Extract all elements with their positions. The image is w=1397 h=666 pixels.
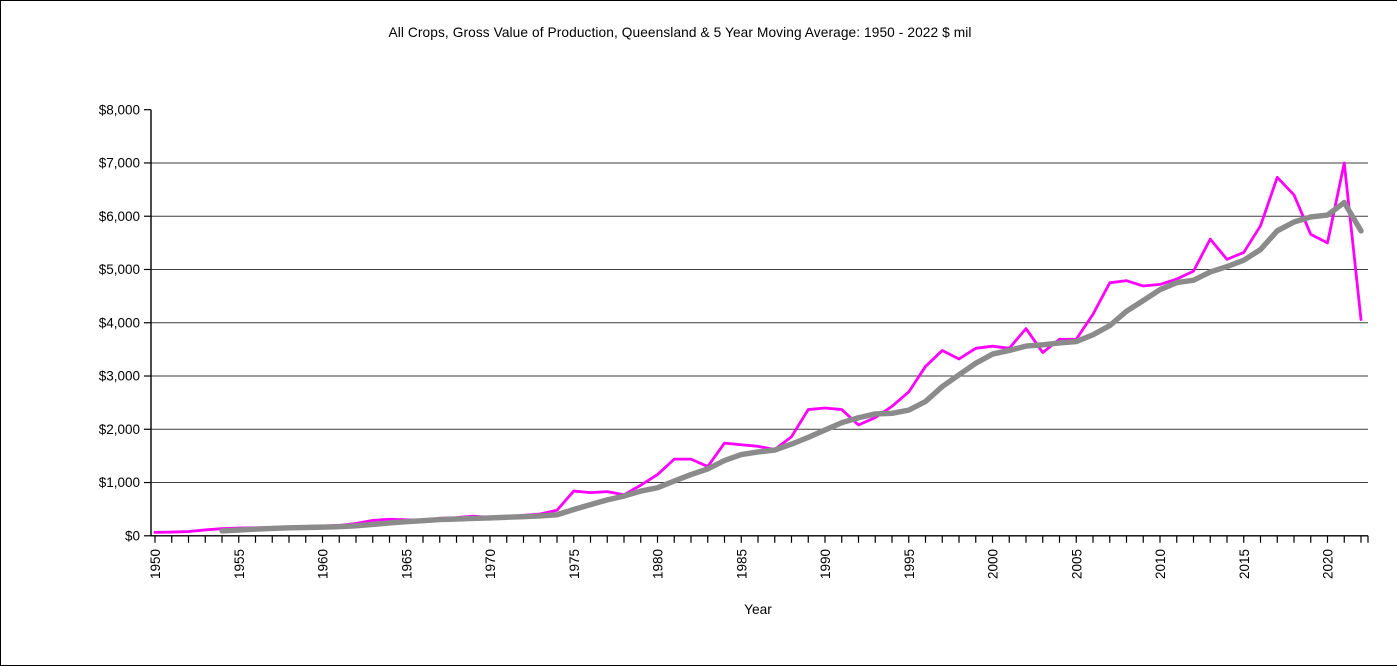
y-tick-label: $6,000: [99, 209, 140, 224]
x-tick-label: 1950: [148, 549, 163, 579]
y-tick-label: $5,000: [99, 262, 140, 277]
annual-series-line: [153, 161, 1363, 534]
y-tick-label: $4,000: [99, 315, 140, 330]
x-tick-label: 1995: [902, 549, 917, 579]
moving-average-line: [219, 199, 1364, 534]
chart-title: All Crops, Gross Value of Production, Qu…: [388, 25, 972, 40]
x-tick-label: 1955: [232, 549, 247, 579]
y-tick-label: $8,000: [99, 102, 140, 117]
plot-area: $0 $1,000 $2,000 $3,000 $4,000 $5,000 $6,000 $7…: [99, 102, 1369, 579]
x-tick-label: 1965: [399, 549, 414, 579]
x-tick-label: 1960: [316, 549, 331, 579]
x-tick-label: 2000: [986, 549, 1001, 579]
x-axis-title: Year: [744, 602, 772, 617]
x-tick-label: 1990: [818, 549, 833, 579]
x-tick-label: 1975: [567, 549, 582, 579]
x-tick-label: 1980: [651, 549, 666, 579]
x-tick-label: 2015: [1237, 549, 1252, 579]
y-tick-label: $7,000: [99, 156, 140, 171]
x-tick-label: 2005: [1069, 549, 1084, 579]
y-tick-label: $1,000: [99, 475, 140, 490]
y-tick-label: $3,000: [99, 369, 140, 384]
x-tick-label: 1970: [483, 549, 498, 579]
y-tick-label: $0: [125, 529, 140, 544]
y-tick-label: $2,000: [99, 422, 140, 437]
x-tick-label: 1985: [734, 549, 749, 579]
x-tick-label: 2010: [1153, 549, 1168, 579]
x-tick-label: 2020: [1321, 549, 1336, 579]
